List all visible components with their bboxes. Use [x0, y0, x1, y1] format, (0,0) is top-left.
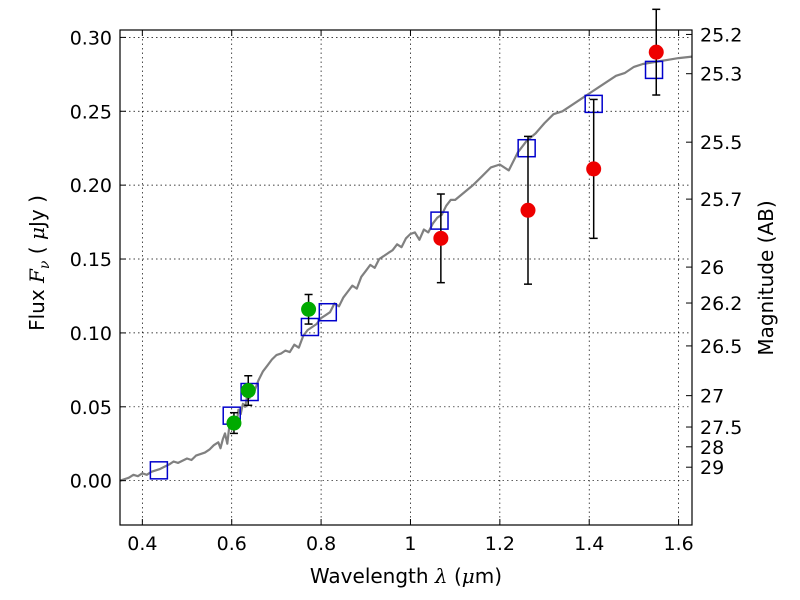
model-flux-square: [517, 138, 536, 158]
y2-tick-label: 25.3: [700, 64, 742, 86]
x-tick-label: 1.2: [485, 533, 515, 555]
x-tick-label: 0.4: [127, 533, 157, 555]
y2-tick-label: 25.5: [700, 132, 742, 154]
observed-flux-point: [301, 301, 317, 317]
y2-tick-label: 29: [700, 457, 724, 479]
tick-marks: [120, 30, 692, 525]
x-tick-label: 0.8: [306, 533, 336, 555]
model-curve-layer: [119, 55, 693, 482]
data-marks: [149, 8, 664, 480]
observed-flux-point: [648, 44, 664, 60]
y-tick-label: 0.05: [70, 397, 112, 419]
x-tick-label: 0.6: [217, 533, 247, 555]
observed-flux-point: [433, 230, 449, 246]
x-tick-label: 1.6: [663, 533, 693, 555]
y2-tick-label: 26.2: [700, 293, 742, 315]
tick-labels: 0.4 0.6 0.8 1 1.2 1.4 1.6 0.00 0.05 0.10 0.15 0.20 0…: [70, 24, 743, 555]
model-sed-line: [119, 55, 693, 482]
y-tick-label: 0.25: [70, 101, 112, 123]
x-tick-label: 1: [404, 533, 416, 555]
model-flux-square: [644, 60, 664, 80]
plot-frame: [119, 29, 693, 526]
y-axis-label: Flux Fν ( μJy ): [25, 195, 53, 331]
model-flux-square: [300, 317, 320, 337]
observed-flux-point: [240, 383, 256, 399]
y-tick-label: 0.30: [70, 27, 112, 49]
model-flux-square: [318, 302, 338, 322]
observed-flux-point: [226, 415, 242, 431]
model-flux-square: [430, 211, 449, 230]
y2-tick-label: 27.5: [700, 417, 742, 439]
y2-tick-label: 26: [700, 257, 724, 279]
y2-tick-label: 27: [700, 386, 724, 408]
y2-tick-label: 28: [700, 437, 724, 459]
y2-tick-label: 26.5: [700, 336, 742, 358]
observed-flux-point: [520, 202, 536, 218]
x-axis-label: Wavelength λ (μm): [310, 564, 502, 588]
observed-flux-point: [586, 161, 602, 177]
y-tick-label: 0.15: [70, 249, 112, 271]
y-tick-label: 0.20: [70, 175, 112, 197]
y-tick-label: 0.00: [70, 471, 112, 493]
y-tick-label: 0.10: [70, 323, 112, 345]
y2-tick-label: 25.2: [700, 24, 742, 46]
y2-axis-label: Magnitude (AB): [754, 200, 778, 355]
grid: [120, 30, 692, 525]
model-flux-square: [149, 461, 169, 480]
x-tick-label: 1.4: [574, 533, 604, 555]
y2-tick-label: 25.7: [700, 189, 742, 211]
